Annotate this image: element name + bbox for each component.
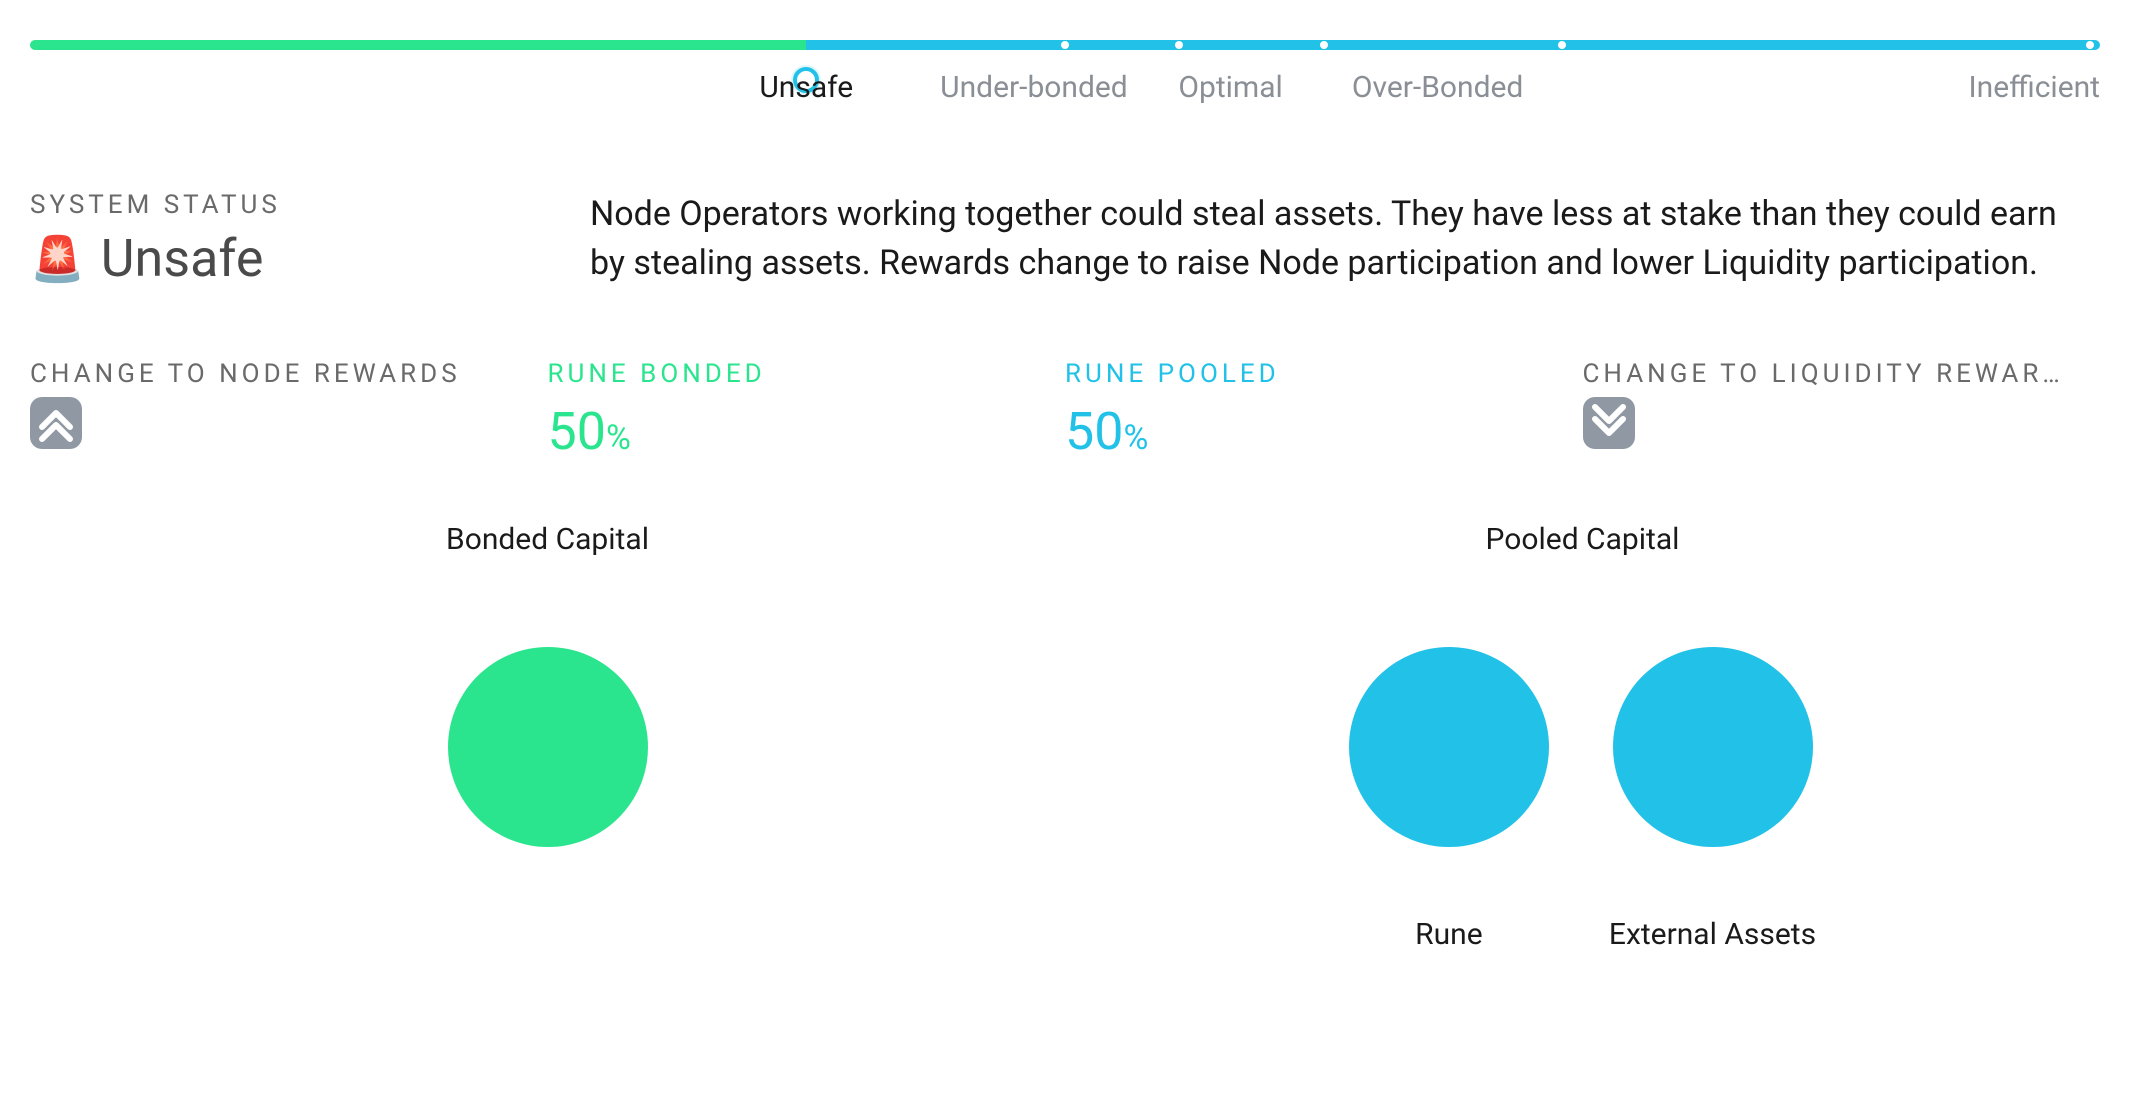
- status-description: Node Operators working together could st…: [590, 190, 2100, 289]
- metric-heading: CHANGE TO LIQUIDITY REWARDS: [1583, 359, 2101, 389]
- slider-track: [30, 40, 2100, 50]
- bonded-capital-col: Bonded Capital: [30, 522, 1065, 952]
- metric-rune-pooled: RUNE POOLED 50%: [1065, 359, 1583, 462]
- arrow-down-icon: [1583, 397, 1635, 449]
- slider-tick: [1175, 41, 1183, 49]
- arrow-up-icon: [30, 397, 82, 449]
- slider-tick: [1320, 41, 1328, 49]
- pooled-capital-title: Pooled Capital: [1486, 522, 1680, 557]
- slider-tick: [1558, 41, 1566, 49]
- system-status-block: SYSTEM STATUS 🚨 Unsafe: [30, 190, 550, 289]
- bonded-capital-title: Bonded Capital: [446, 522, 649, 557]
- slider-labels: Unsafe Under-bonded Optimal Over-Bonded Inef…: [30, 70, 2100, 120]
- capital-circle-stack: Rune: [1349, 647, 1549, 952]
- capital-circle-stack: [448, 647, 648, 847]
- siren-icon: 🚨: [30, 237, 85, 281]
- metric-number: 50: [1065, 401, 1123, 462]
- slider-label: Unsafe: [759, 70, 853, 105]
- slider-label: Inefficient: [1968, 70, 2100, 105]
- slider-tick: [2086, 41, 2094, 49]
- system-status-value: Unsafe: [101, 228, 264, 289]
- metric-heading: RUNE POOLED: [1065, 359, 1583, 389]
- pooled-circles-area: Rune External Assets: [1349, 647, 1816, 952]
- metric-suffix: %: [606, 418, 631, 458]
- metric-heading: CHANGE TO NODE REWARDS: [30, 359, 548, 389]
- metric-suffix: %: [1123, 418, 1148, 458]
- capital-circle: [448, 647, 648, 847]
- slider-seg-rest: [806, 40, 2100, 50]
- metric-heading: RUNE BONDED: [548, 359, 1066, 389]
- system-status-heading: SYSTEM STATUS: [30, 190, 550, 220]
- capital-circle-stack: External Assets: [1609, 647, 1816, 952]
- slider-seg-safe: [30, 40, 806, 50]
- metric-number: 50: [548, 401, 606, 462]
- metric-node-rewards: CHANGE TO NODE REWARDS: [30, 359, 548, 462]
- metric-value: 50%: [548, 401, 1066, 462]
- slider-tick: [1061, 41, 1069, 49]
- capital-circle: [1349, 647, 1549, 847]
- slider-label: Under-bonded: [940, 70, 1128, 105]
- metric-liquidity-rewards: CHANGE TO LIQUIDITY REWARDS: [1583, 359, 2101, 462]
- slider-label: Optimal: [1178, 70, 1283, 105]
- bonded-circles-area: [448, 647, 648, 847]
- pooled-capital-col: Pooled Capital Rune External Assets: [1065, 522, 2100, 952]
- capital-circle-label: External Assets: [1609, 917, 1816, 952]
- metric-rune-bonded: RUNE BONDED 50%: [548, 359, 1066, 462]
- slider-label: Over-Bonded: [1352, 70, 1523, 105]
- metric-value: 50%: [1065, 401, 1583, 462]
- capital-circle-label: Rune: [1415, 917, 1483, 952]
- capital-circle: [1613, 647, 1813, 847]
- status-slider[interactable]: Unsafe Under-bonded Optimal Over-Bonded Inef…: [30, 40, 2100, 120]
